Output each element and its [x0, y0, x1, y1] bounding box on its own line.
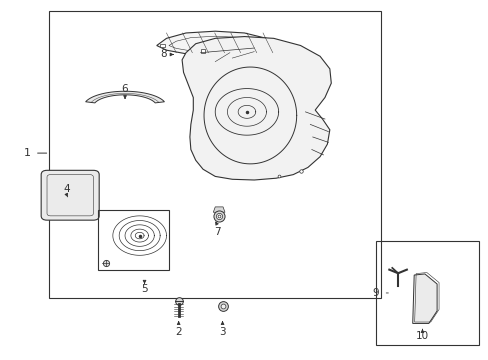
Text: 2: 2: [175, 327, 182, 337]
Polygon shape: [182, 37, 330, 180]
Text: 3: 3: [219, 327, 225, 337]
Text: 9: 9: [372, 288, 379, 298]
Text: 5: 5: [141, 284, 147, 294]
Polygon shape: [213, 207, 224, 212]
Bar: [98, 211, 168, 270]
FancyBboxPatch shape: [41, 170, 99, 220]
Text: 7: 7: [214, 227, 221, 237]
Bar: [49, 12, 380, 298]
Polygon shape: [412, 274, 436, 323]
Polygon shape: [157, 31, 273, 55]
Text: 6: 6: [122, 84, 128, 94]
Text: 4: 4: [63, 184, 70, 194]
Bar: [159, 44, 164, 46]
Polygon shape: [85, 91, 164, 103]
Text: 1: 1: [24, 148, 31, 158]
Text: 8: 8: [161, 49, 167, 59]
Bar: [375, 241, 478, 345]
Text: 10: 10: [415, 331, 428, 341]
